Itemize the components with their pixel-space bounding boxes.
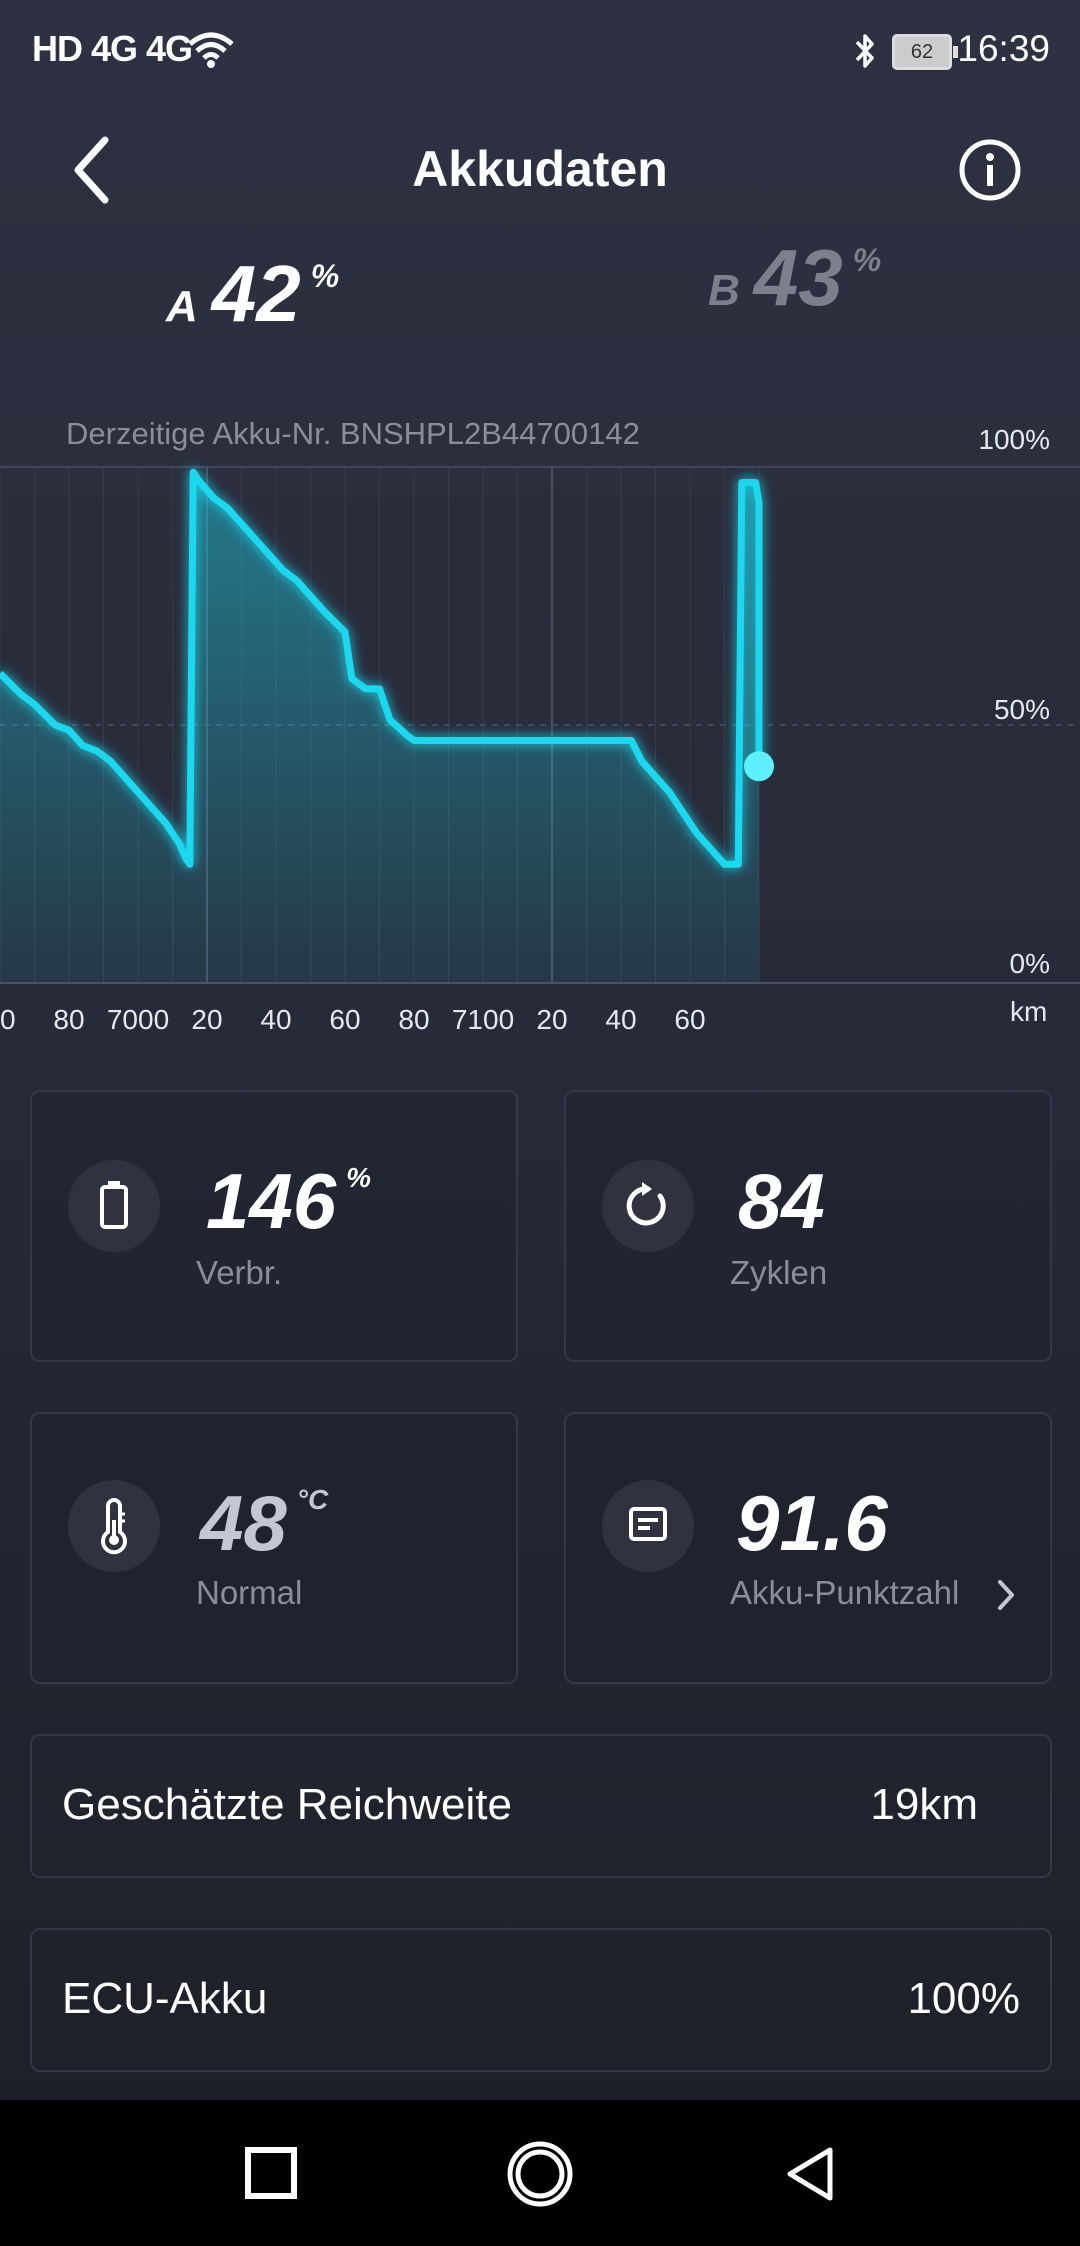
system-navigation-bar [0, 2100, 1080, 2246]
x-tick-label: 80 [53, 1004, 85, 1035]
battery-icon [68, 1160, 160, 1252]
back-nav-button[interactable] [780, 2144, 840, 2204]
cycles-card: 84 Zyklen [564, 1090, 1052, 1362]
score-value: 91.6 [736, 1479, 888, 1567]
x-tick-label: 0 [0, 1004, 16, 1035]
x-tick-label: 60 [329, 1004, 361, 1035]
x-tick-label: 20 [191, 1004, 223, 1035]
x-tick-label: 20 [536, 1004, 568, 1035]
network-indicator: HD 4G 4G [32, 28, 193, 69]
temperature-status: Normal [196, 1574, 303, 1611]
document-icon [602, 1480, 694, 1572]
battery-serial: Derzeitige Akku-Nr. BNSHPL2B44700142 [66, 416, 640, 451]
tab-value: 42 [211, 249, 301, 338]
score-card[interactable]: 91.6 Akku-Punktzahl [564, 1412, 1052, 1684]
status-bar: HD 4G 4G 62 16:39 [0, 0, 1080, 100]
ecu-battery-value: 100% [907, 1974, 1020, 2023]
refresh-icon [602, 1160, 694, 1252]
y-tick-label: 0% [1009, 948, 1050, 979]
info-icon [959, 139, 1021, 201]
cycles-label: Zyklen [730, 1254, 828, 1291]
clock: 16:39 [957, 28, 1050, 69]
y-tick-label: 50% [993, 694, 1050, 725]
ecu-battery-row: ECU-Akku 100% [30, 1928, 1052, 2072]
battery-a-tab[interactable]: A 42% [166, 248, 339, 340]
estimated-range-value: 19km [870, 1780, 978, 1829]
x-tick-label: 7100 [451, 1004, 515, 1035]
x-tick-label: 7000 [106, 1004, 170, 1035]
thermometer-icon [68, 1480, 160, 1572]
battery-level-chart[interactable] [0, 420, 1080, 1040]
battery-b-tab[interactable]: B 43% [708, 232, 881, 324]
series-area [0, 472, 759, 983]
y-tick-label: 100% [978, 424, 1050, 455]
chevron-right-icon [998, 1580, 1014, 1610]
wear-card: 146% Verbr. [30, 1090, 518, 1362]
recent-apps-button[interactable] [244, 2146, 298, 2200]
series-line [0, 468, 763, 868]
x-axis-unit: km [1010, 996, 1048, 1027]
tab-unit: % [310, 258, 340, 294]
tab-letter: B [708, 266, 740, 315]
current-level-point [744, 751, 774, 782]
x-tick-label: 40 [605, 1004, 637, 1035]
page-title: Akkudaten [412, 141, 668, 197]
bluetooth-icon [855, 34, 874, 68]
estimated-range-row: Geschätzte Reichweite 19km [30, 1734, 1052, 1878]
tab-unit: % [852, 242, 882, 278]
back-button[interactable] [60, 130, 130, 210]
x-tick-label: 40 [260, 1004, 292, 1035]
home-button[interactable] [506, 2140, 574, 2208]
temperature-value: 48 [200, 1479, 287, 1567]
wear-label: Verbr. [196, 1254, 283, 1291]
x-tick-label: 60 [674, 1004, 706, 1035]
temperature-card: 48 °C Normal [30, 1412, 518, 1684]
cycles-value: 84 [738, 1157, 825, 1245]
wifi-icon [188, 32, 234, 68]
score-label: Akku-Punktzahl [730, 1574, 960, 1611]
tab-letter: A [166, 282, 198, 331]
x-tick-label: 80 [398, 1004, 430, 1035]
temperature-unit: °C [296, 1484, 329, 1515]
chevron-left-icon [74, 136, 109, 204]
battery-status-icon: 62 [892, 34, 958, 70]
estimated-range-label: Geschätzte Reichweite [62, 1780, 512, 1829]
tab-value: 43 [753, 233, 843, 322]
info-button[interactable] [958, 138, 1022, 202]
wear-value: 146 [206, 1157, 337, 1245]
wear-unit: % [346, 1162, 372, 1193]
ecu-battery-label: ECU-Akku [62, 1974, 268, 2023]
